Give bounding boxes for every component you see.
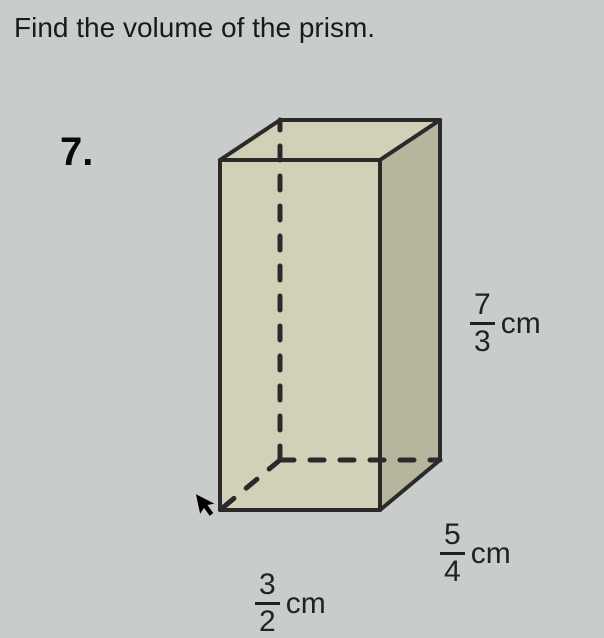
height-numerator: 7 <box>470 290 495 322</box>
dimension-depth: 5 4 cm <box>440 520 511 587</box>
problem-number: 7. <box>60 130 93 175</box>
height-denominator: 3 <box>470 322 495 357</box>
prism-svg <box>160 110 580 630</box>
dimension-height: 7 3 cm <box>470 290 541 357</box>
width-numerator: 3 <box>255 570 280 602</box>
width-denominator: 2 <box>255 602 280 637</box>
height-unit: cm <box>501 307 541 340</box>
dimension-width: 3 2 cm <box>255 570 326 637</box>
depth-denominator: 4 <box>440 552 465 587</box>
instruction-text: Find the volume of the prism. <box>14 12 375 44</box>
depth-numerator: 5 <box>440 520 465 552</box>
prism-figure: 7 3 cm 5 4 cm 3 2 cm <box>160 110 580 630</box>
depth-unit: cm <box>471 537 511 570</box>
width-unit: cm <box>286 587 326 620</box>
